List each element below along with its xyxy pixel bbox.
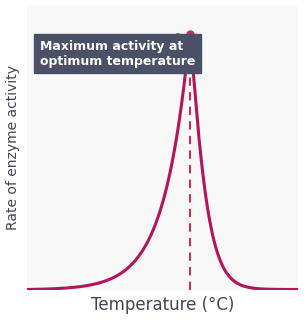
Text: Maximum activity at
optimum temperature: Maximum activity at optimum temperature <box>40 34 195 68</box>
X-axis label: Temperature (°C): Temperature (°C) <box>91 296 234 315</box>
Y-axis label: Rate of enzyme activity: Rate of enzyme activity <box>5 65 19 230</box>
